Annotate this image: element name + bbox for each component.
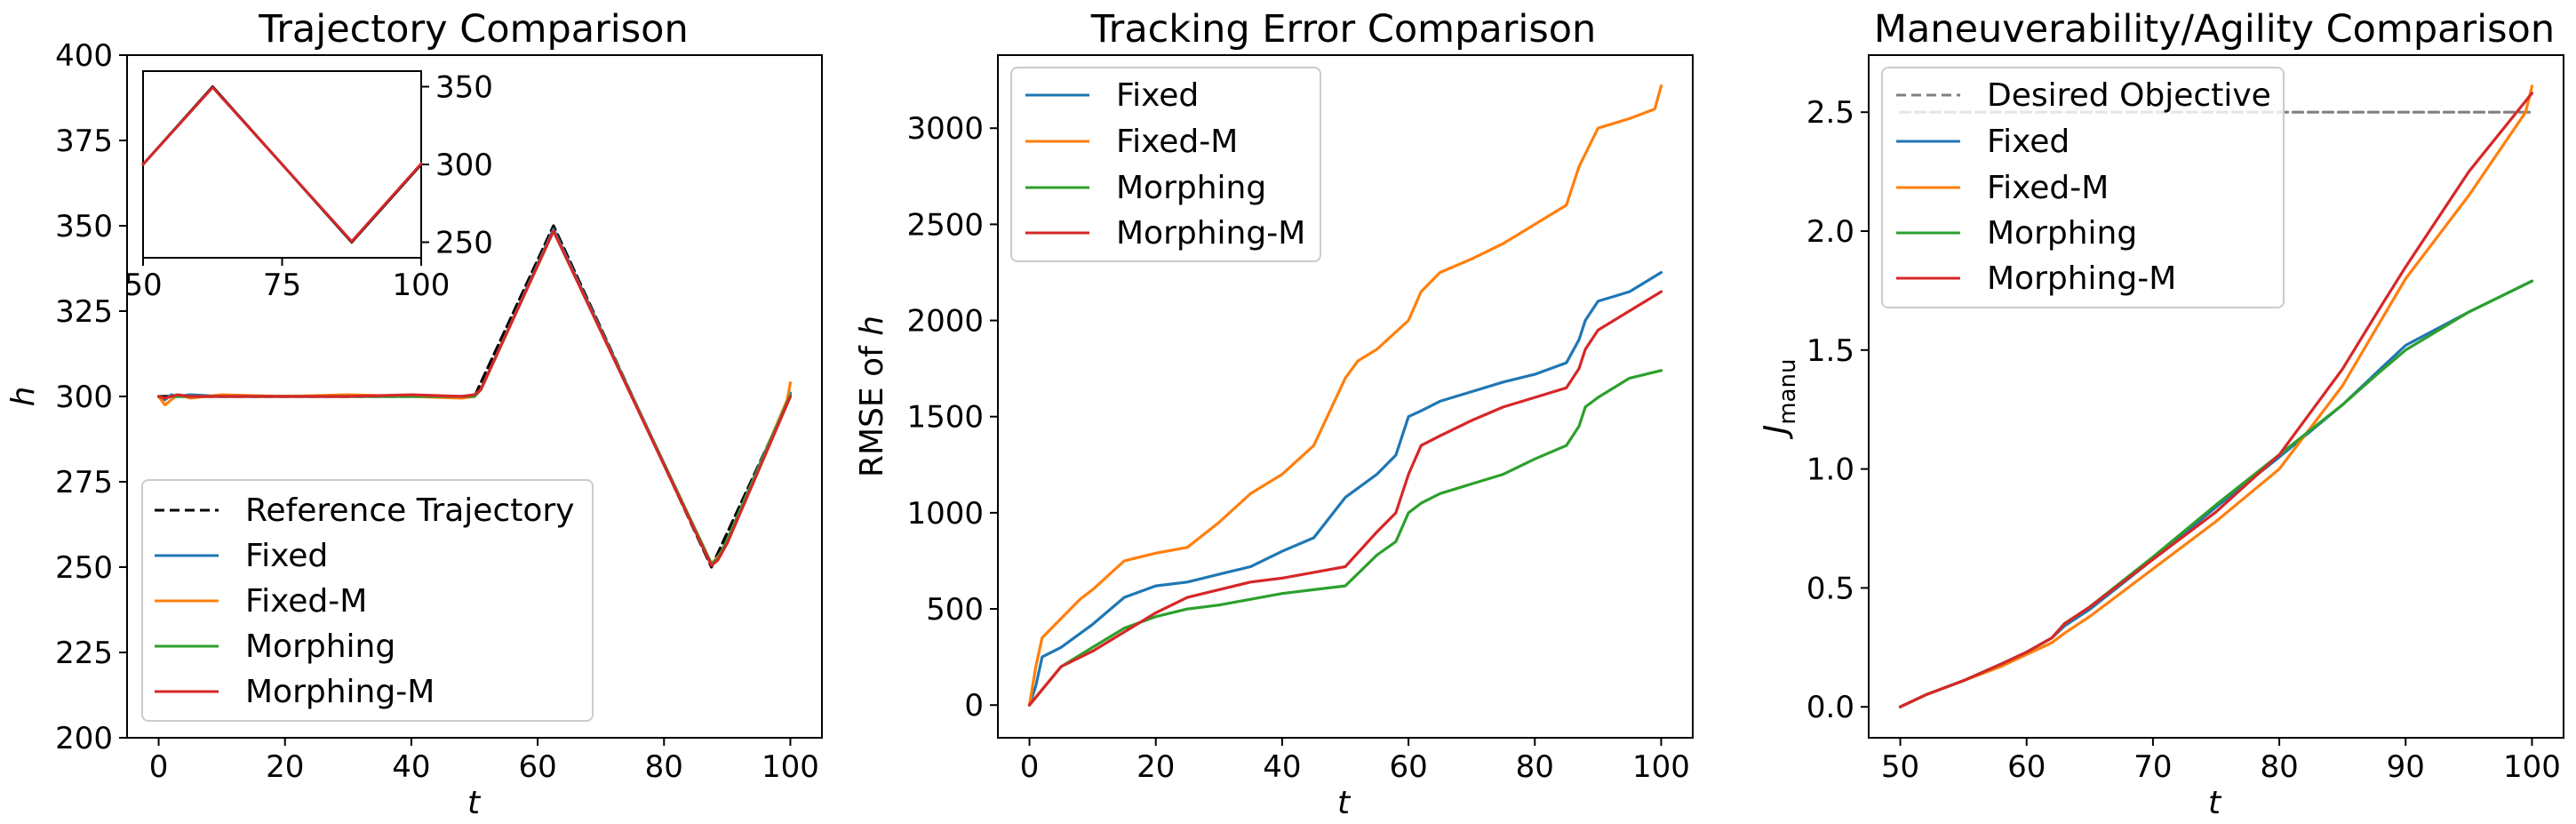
series-line-morphing-m [1898, 92, 2534, 708]
y-tick-label: 0.5 [1806, 571, 1854, 606]
y-tick-label: 0.0 [1806, 690, 1854, 725]
y-tick-label: 375 [55, 124, 113, 159]
x-tick-label: 60 [518, 749, 556, 785]
x-tick-label: 0 [149, 749, 169, 785]
series-line-fixed [1898, 279, 2534, 708]
trajectory-comparison-panel: Trajectory Comparison 0 20 40 60 80 100 200 225… [5, 7, 823, 821]
y-tick-label: 250 [55, 550, 113, 586]
trajectory-legend: Reference Trajectory Fixed Fixed-M Morph… [141, 479, 594, 722]
trajectory-legend-box [141, 479, 594, 722]
y-tick-label: 400 [55, 38, 113, 74]
y-tick-label: 3000 [906, 111, 984, 147]
maneuverability-y-axis-label: Jmanu [1758, 359, 1801, 440]
maneuverability-legend-box [1881, 67, 2285, 308]
inset-ticks: 50 75 100 250 300 350 [124, 70, 493, 304]
x-tick-label: 50 [124, 268, 162, 303]
tracking-error-y-axis-label: RMSE of h [854, 316, 890, 477]
legend-fixed-m-label: Fixed-M [1116, 124, 1238, 160]
x-tick-label: 80 [645, 749, 683, 785]
series-line-fixed [1027, 270, 1663, 707]
y-tick-label: 2.0 [1806, 214, 1854, 250]
x-tick-label: 0 [1020, 749, 1040, 785]
tracking-error-series-lines [1027, 84, 1663, 707]
x-tick-label: 20 [1136, 749, 1175, 785]
y-tick-label: 300 [435, 148, 493, 183]
y-tick-label: 275 [55, 465, 113, 500]
maneuverability-plot-frame [1868, 54, 2564, 739]
y-tick-label: 225 [55, 636, 113, 671]
x-tick-label: 60 [2007, 749, 2046, 785]
y-tick-label: 1.5 [1806, 333, 1854, 369]
maneuverability-panel: Maneuverability/Agility Comparison 50 60 7… [1758, 7, 2564, 821]
y-tick-label: 500 [926, 592, 984, 628]
x-tick-label: 60 [1389, 749, 1427, 785]
x-tick-label: 90 [2387, 749, 2425, 785]
tracking-error-x-axis-label: t [1337, 785, 1352, 821]
legend-fixed-label: Fixed [1987, 124, 2070, 160]
legend-morphing-m-label: Morphing-M [1987, 260, 2176, 297]
y-tick-label: 300 [55, 380, 113, 415]
trajectory-ticks: 0 20 40 60 80 100 200 225 250 275 300 325 350 375 400 [55, 38, 819, 785]
trajectory-inset: 50 75 100 250 300 350 [124, 70, 493, 304]
legend-fixed-label: Fixed [245, 538, 328, 574]
legend-morphing-label: Morphing [245, 628, 395, 665]
y-tick-label: 325 [55, 294, 113, 330]
legend-objective-label: Desired Objective [1987, 77, 2271, 114]
y-tick-label: 2.5 [1806, 95, 1854, 131]
x-tick-label: 75 [263, 268, 301, 303]
x-tick-label: 40 [1263, 749, 1301, 785]
y-tick-label: 0 [964, 688, 984, 724]
y-tick-label: 2000 [906, 304, 984, 340]
x-tick-label: 40 [392, 749, 430, 785]
tracking-error-legend: Fixed Fixed-M Morphing Morphing-M [1010, 67, 1321, 262]
trajectory-chart-title: Trajectory Comparison [258, 7, 688, 52]
tracking-error-panel: Tracking Error Comparison 0 20 40 60 80 10005… [854, 7, 1694, 821]
series-line-fixed-m [1027, 84, 1663, 707]
legend-fixed-label: Fixed [1116, 77, 1199, 114]
y-tick-label: 1.0 [1806, 452, 1854, 488]
trajectory-series-lines [156, 224, 793, 569]
legend-morphing-m-label: Morphing-M [245, 674, 435, 710]
x-tick-label: 70 [2133, 749, 2172, 785]
maneuverability-chart-title: Maneuverability/Agility Comparison [1874, 7, 2555, 52]
maneuverability-ticks: 50 60 70 80 90 100 0.0 0.5 1.0 1.5 2.0 2.5 [1806, 95, 2561, 785]
legend-fixed-m-label: Fixed-M [245, 583, 367, 620]
series-line-morphing [1027, 369, 1663, 707]
series-line-morphing [1898, 279, 2534, 708]
series-line-fixed-m [1898, 84, 2534, 708]
trajectory-x-axis-label: t [467, 785, 482, 821]
y-tick-label: 2500 [906, 207, 984, 243]
inset-series-lines [141, 85, 423, 244]
x-tick-label: 100 [762, 749, 819, 785]
y-tick-label: 200 [55, 721, 113, 756]
x-tick-label: 100 [1632, 749, 1690, 785]
x-tick-label: 80 [1516, 749, 1554, 785]
maneuverability-legend: Desired Objective Fixed Fixed-M Morphing… [1881, 67, 2285, 308]
y-tick-label: 350 [435, 70, 493, 106]
x-tick-label: 50 [1881, 749, 1919, 785]
y-tick-label: 250 [435, 226, 493, 261]
legend-morphing-m-label: Morphing-M [1116, 215, 1305, 252]
tracking-error-legend-box [1010, 67, 1321, 262]
x-tick-label: 100 [2503, 749, 2561, 785]
x-tick-label: 20 [266, 749, 304, 785]
y-tick-label: 350 [55, 209, 113, 244]
legend-fixed-m-label: Fixed-M [1987, 170, 2109, 206]
series-line-morphing-m [141, 85, 423, 244]
x-tick-label: 100 [393, 268, 451, 303]
tracking-error-chart-title: Tracking Error Comparison [1090, 7, 1597, 52]
y-tick-label: 1500 [906, 400, 984, 436]
tracking-error-plot-frame [997, 54, 1694, 739]
series-line-morphing-m [156, 229, 793, 567]
y-tick-label: 1000 [906, 496, 984, 532]
series-line-morphing-m [1027, 290, 1663, 707]
legend-morphing-label: Morphing [1987, 215, 2137, 252]
trajectory-y-axis-label: h [5, 387, 42, 407]
maneuverability-x-axis-label: t [2208, 785, 2222, 821]
x-tick-label: 80 [2260, 749, 2298, 785]
legend-morphing-label: Morphing [1116, 170, 1266, 206]
legend-reference-label: Reference Trajectory [245, 492, 574, 529]
